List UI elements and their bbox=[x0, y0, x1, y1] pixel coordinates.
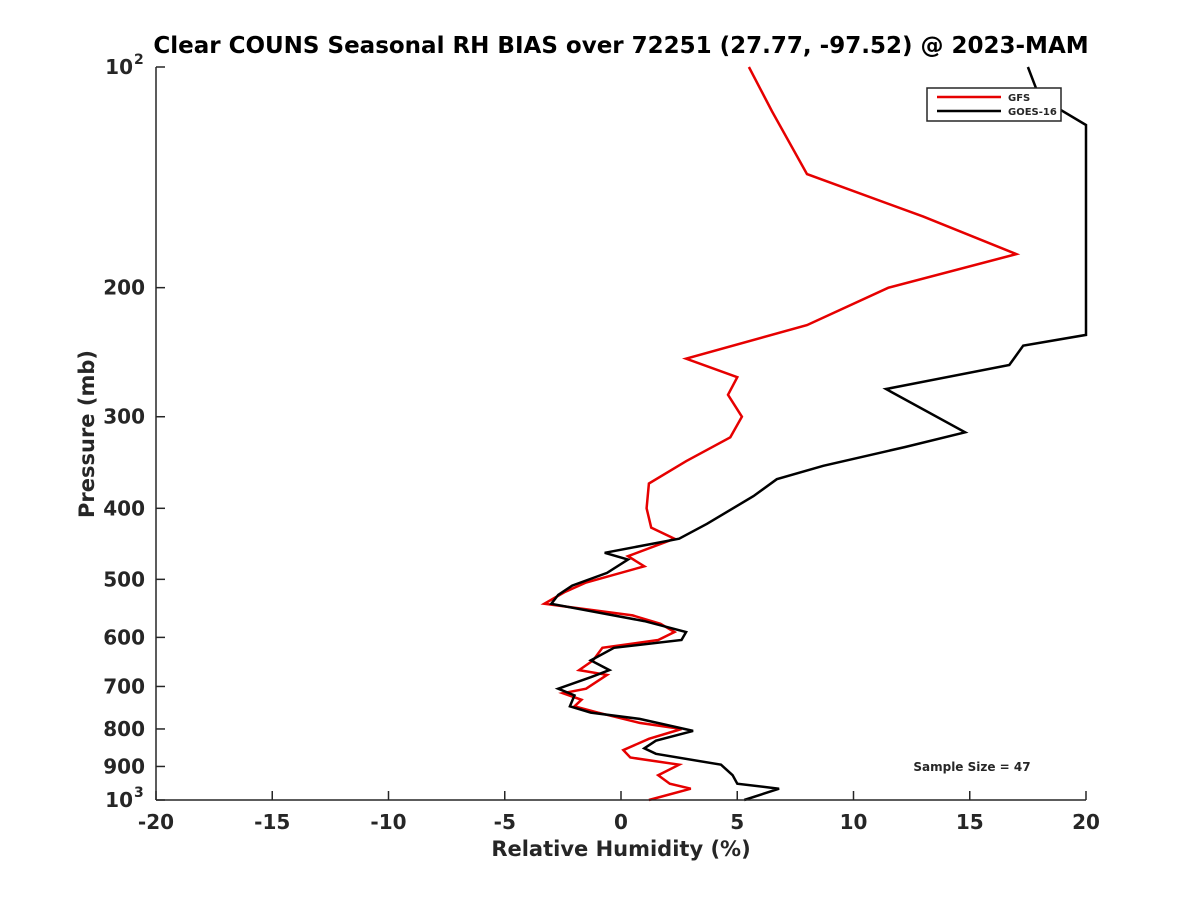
y-tick-label: 500 bbox=[103, 567, 145, 591]
plot-area bbox=[156, 67, 1086, 800]
y-tick-label: 900 bbox=[103, 754, 145, 778]
x-tick-label: 15 bbox=[956, 810, 984, 834]
y-tick-label: 10 bbox=[105, 788, 133, 812]
y-tick-label: 800 bbox=[103, 717, 145, 741]
x-axis-label: Relative Humidity (%) bbox=[491, 837, 750, 861]
legend-label-gfs: GFS bbox=[1008, 93, 1030, 104]
x-tick-label: 20 bbox=[1072, 810, 1100, 834]
y-tick-exponent: 3 bbox=[134, 785, 144, 801]
x-tick-label: -10 bbox=[370, 810, 406, 834]
legend: GFS GOES-16 bbox=[926, 87, 1062, 122]
x-tick-label: 0 bbox=[614, 810, 628, 834]
y-axis-label: Pressure (mb) bbox=[75, 350, 99, 518]
y-tick-label: 600 bbox=[103, 625, 145, 649]
x-tick-label: -20 bbox=[138, 810, 174, 834]
x-tick-label: 5 bbox=[730, 810, 744, 834]
sample-size-annotation: Sample Size = 47 bbox=[913, 760, 1030, 774]
y-tick-label: 400 bbox=[103, 496, 145, 520]
chart-title: Clear COUNS Seasonal RH BIAS over 72251 … bbox=[153, 33, 1088, 59]
x-tick-label: -15 bbox=[254, 810, 290, 834]
y-tick-label: 200 bbox=[103, 276, 145, 300]
x-tick-label: -5 bbox=[494, 810, 516, 834]
y-tick-label: 700 bbox=[103, 674, 145, 698]
series-group bbox=[540, 66, 1088, 802]
y-tick-exponent: 2 bbox=[134, 52, 144, 68]
x-axis-ticks: -20 -15 -10 -5 0 5 10 15 20 bbox=[138, 791, 1100, 834]
legend-label-goes-16: GOES-16 bbox=[1008, 107, 1057, 118]
y-tick-label: 300 bbox=[103, 405, 145, 429]
y-tick-label: 10 bbox=[105, 55, 133, 79]
legend-box bbox=[926, 87, 1062, 122]
series-line-gfs bbox=[540, 66, 1021, 802]
series-line-goes-16 bbox=[549, 66, 1088, 802]
x-tick-label: 10 bbox=[840, 810, 868, 834]
